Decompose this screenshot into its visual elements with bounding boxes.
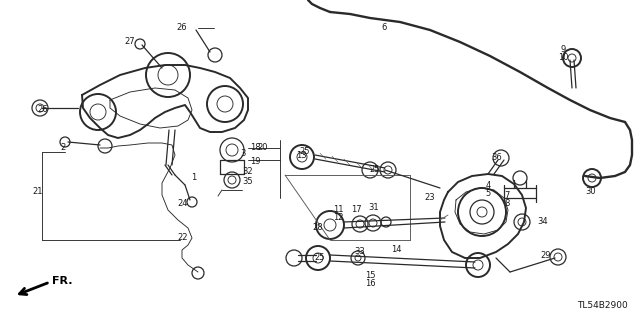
Text: 7: 7 xyxy=(504,191,509,201)
Text: 29: 29 xyxy=(541,250,551,259)
Text: 25: 25 xyxy=(300,146,310,155)
Text: 9: 9 xyxy=(561,46,566,55)
Text: 3: 3 xyxy=(240,149,246,158)
Text: 13: 13 xyxy=(296,151,307,160)
Text: 22: 22 xyxy=(178,234,188,242)
Text: 20: 20 xyxy=(258,144,268,152)
Text: 23: 23 xyxy=(425,192,435,202)
Text: 10: 10 xyxy=(557,54,568,63)
Text: 1: 1 xyxy=(191,174,196,182)
Text: 14: 14 xyxy=(391,244,401,254)
Text: 4: 4 xyxy=(485,181,491,189)
Text: 6: 6 xyxy=(381,24,387,33)
Text: 12: 12 xyxy=(333,213,343,222)
Text: 15: 15 xyxy=(365,271,375,279)
Text: 8: 8 xyxy=(504,199,509,209)
Text: 33: 33 xyxy=(355,248,365,256)
Text: 31: 31 xyxy=(369,204,380,212)
Text: 17: 17 xyxy=(351,205,362,214)
Text: 27: 27 xyxy=(125,38,135,47)
Text: 32: 32 xyxy=(243,167,253,176)
Text: 16: 16 xyxy=(365,278,375,287)
Text: 28: 28 xyxy=(313,224,323,233)
Text: 25: 25 xyxy=(315,254,325,263)
Text: FR.: FR. xyxy=(52,276,72,286)
Text: 26: 26 xyxy=(38,106,48,115)
Text: 21: 21 xyxy=(33,188,44,197)
Text: 30: 30 xyxy=(586,188,596,197)
Text: 26: 26 xyxy=(177,24,188,33)
Text: 18: 18 xyxy=(250,144,260,152)
Text: 25: 25 xyxy=(370,166,380,174)
Text: 2: 2 xyxy=(60,144,66,152)
Text: 36: 36 xyxy=(492,153,502,162)
Text: 5: 5 xyxy=(485,189,491,197)
Text: 34: 34 xyxy=(538,218,548,226)
Text: 11: 11 xyxy=(333,205,343,214)
Text: 24: 24 xyxy=(178,198,188,207)
Text: 35: 35 xyxy=(243,177,253,187)
Text: 19: 19 xyxy=(250,158,260,167)
Text: TL54B2900: TL54B2900 xyxy=(577,301,628,310)
